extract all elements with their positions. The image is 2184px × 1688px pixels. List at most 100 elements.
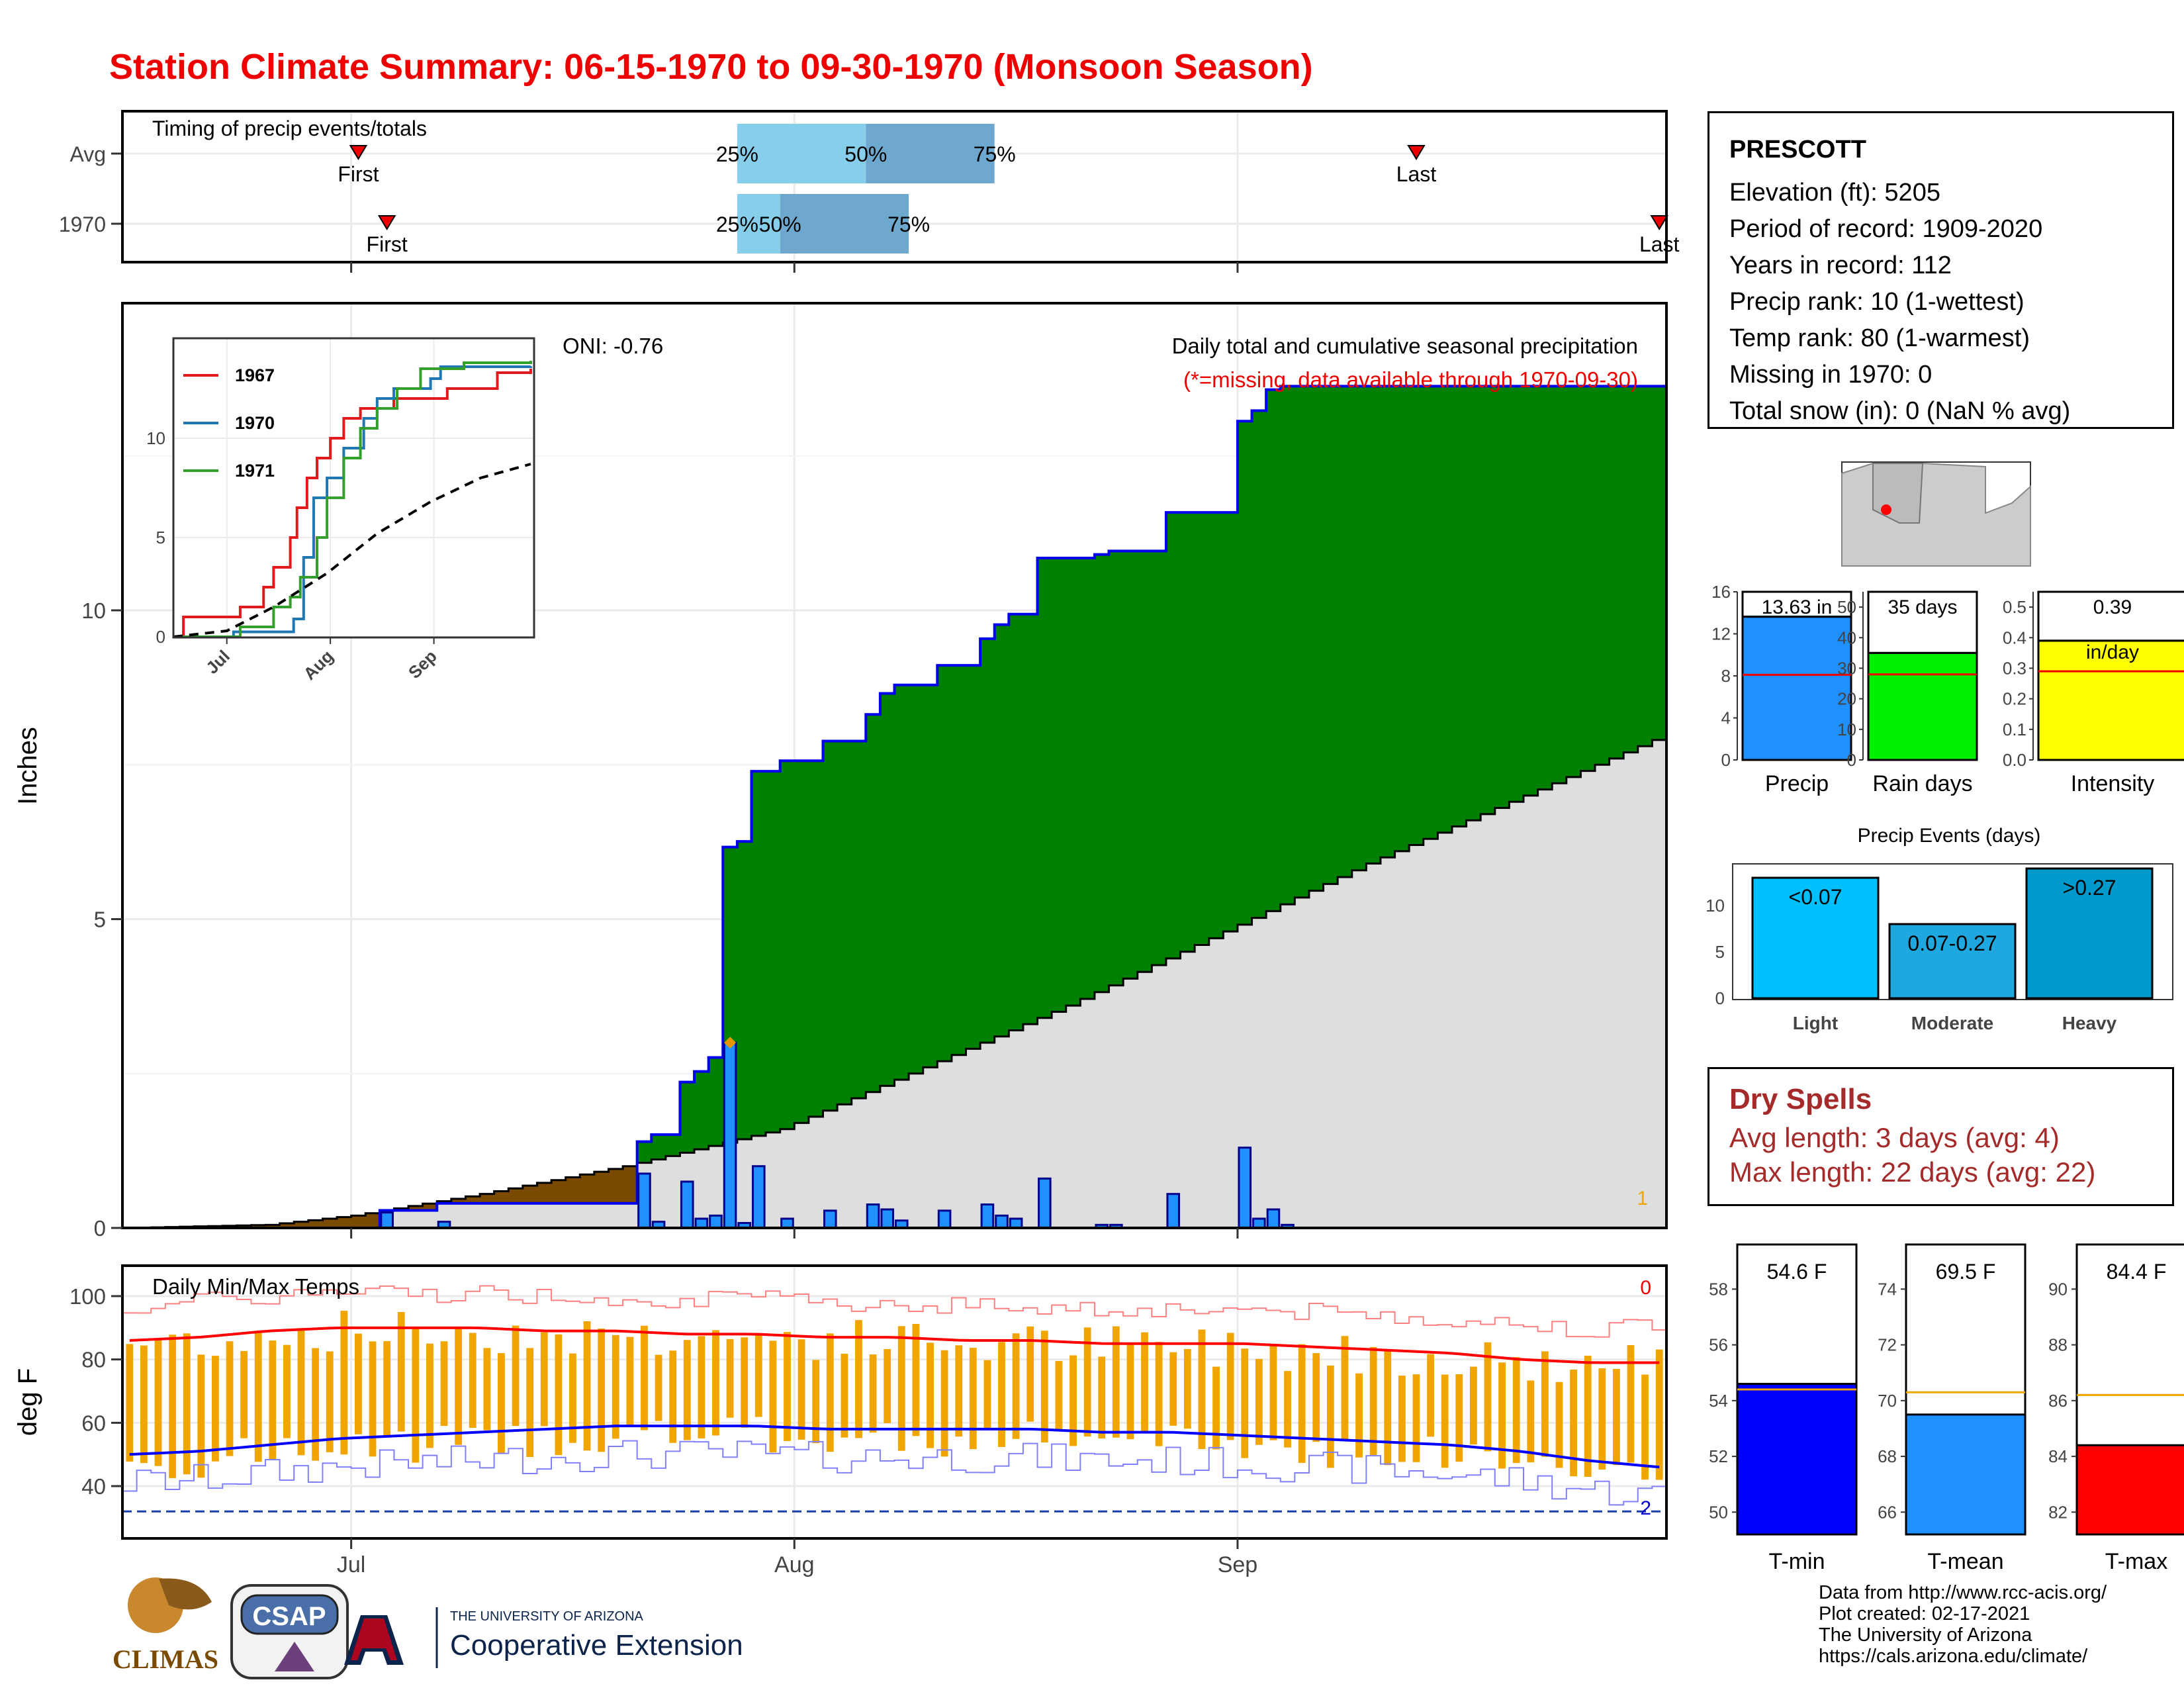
events-bar-label: <0.07 [1789,885,1843,909]
daily-temp-bar [212,1356,219,1462]
daily-temp-bar [1427,1354,1434,1437]
inset-series-line [173,365,532,638]
daily-temp-bar [1326,1365,1334,1468]
cumulative-diff-segment [737,841,752,1139]
cumulative-diff-segment [1523,386,1539,796]
cumulative-diff-segment [308,1220,324,1228]
y-tick-label: 10 [81,598,106,623]
daily-temp-bar [540,1332,548,1427]
daily-temp-bar [655,1354,662,1421]
daily-temp-bar [1384,1349,1392,1466]
events-y-tick: 5 [1715,942,1725,962]
timing-p50-label: 50% [759,212,801,236]
daily-temp-bar [1198,1329,1206,1449]
daily-temp-bar [1584,1356,1592,1477]
mini-chart-tick: 0.3 [2003,658,2026,678]
mini-chart-tick: 0.2 [2003,689,2026,709]
info-snow: Total snow (in): 0 (NaN % avg) [1729,397,2071,425]
daily-temp-bar [383,1340,391,1436]
cumulative-diff-segment [923,684,938,1068]
daily-temp-bar [741,1337,749,1428]
cumulative-diff-segment [1280,386,1295,905]
daily-temp-bar [1570,1369,1577,1477]
temp-mini-label: T-min [1769,1549,1825,1574]
info-elevation: Elevation (ft): 5205 [1729,179,1940,207]
timing-marker-label: Last [1396,162,1437,186]
daily-temp-bar [1312,1353,1320,1442]
daily-temp-bar [1598,1368,1606,1470]
cumulative-diff-segment [1451,386,1467,827]
cumulative-diff-segment [1409,386,1424,845]
cumulative-diff-segment [1180,512,1195,952]
daily-temp-bar [1098,1356,1106,1439]
cumulative-diff-segment [465,1196,480,1203]
temp-mini-tick: 58 [1709,1279,1728,1299]
cumulative-diff-segment [1109,551,1124,986]
cumulative-diff-segment [880,693,895,1086]
cumulative-diff-segment [1338,386,1353,878]
cumulative-diff-segment [1323,386,1338,884]
csap-logo-text: CSAP [252,1602,326,1631]
daily-temp-bar [812,1360,820,1444]
mini-chart-top-box [2037,590,2184,642]
cumulative-diff-segment [851,741,866,1099]
cumulative-diff-segment [1351,386,1367,870]
temp-mini-value: 69.5 F [1936,1260,1996,1284]
daily-temp-bar [841,1354,848,1438]
cumulative-diff-segment [623,1166,638,1203]
cumulative-diff-segment [951,665,967,1055]
temp-mini-tick: 52 [1709,1446,1728,1466]
daily-temp-bar [869,1354,877,1433]
mini-chart-unit: in/day [2086,641,2139,663]
inset-series-line [173,369,532,638]
events-y-tick: 10 [1706,896,1725,915]
daily-temp-bar [912,1324,920,1436]
daily-temp-bar [897,1326,905,1451]
cumulative-diff-segment [866,714,881,1092]
daily-temp-bar [927,1342,934,1448]
events-category: Moderate [1911,1013,1993,1033]
daily-temp-bar [1284,1371,1291,1448]
temp-count-top: 0 [1640,1277,1651,1299]
temp-mini-tick: 66 [1878,1502,1897,1522]
max-precip-marker-icon [724,1037,737,1049]
temp-mini-tick: 70 [1878,1391,1897,1411]
daily-temp-bar [355,1333,362,1434]
daily-temp-bar [784,1332,791,1441]
temp-mini-bar [1905,1413,2026,1536]
y-tick-label: 60 [81,1411,106,1435]
temp-mini-tick: 86 [2048,1391,2068,1411]
precip-y-axis-label: Inches [13,727,42,805]
dry-spells-title: Dry Spells [1729,1083,1872,1115]
cumulative-1970-line [122,385,1666,1229]
daily-temp-bar [955,1345,963,1437]
temp-mini-tick: 74 [1878,1279,1897,1299]
daily-precip-bar [751,1165,766,1229]
temp-panel-border [121,1264,1668,1540]
mini-chart-tick: 0 [1847,750,1856,770]
precip-caption: Daily total and cumulative seasonal prec… [1172,334,1638,358]
cumulative-diff-segment [594,1172,610,1203]
events-bar [1751,876,1880,1000]
daily-temp-bar [983,1360,991,1430]
daily-precip-bar [880,1208,895,1229]
daily-temp-bar [940,1350,948,1457]
cumulative-diff-segment [651,1135,666,1160]
cumulative-diff-segment [1594,386,1610,765]
cumulative-diff-segment [494,1191,509,1203]
daily-temp-bar [1169,1352,1177,1426]
cumulative-diff-segment [294,1221,309,1228]
timing-p25-label: 25% [716,142,758,166]
timing-marker-icon [349,145,368,160]
daily-temp-bar [884,1348,891,1423]
timing-p50-label: 50% [844,142,887,166]
timing-marker-icon [377,215,396,230]
daily-temp-bar [1069,1355,1077,1446]
inset-legend-label: 1971 [235,461,275,481]
info-precip-rank: Precip rank: 10 (1-wettest) [1729,288,2025,316]
inset-y-tick: 5 [156,528,165,547]
mini-chart-value: 0.39 [2093,596,2132,618]
cumulative-diff-segment [1195,512,1210,945]
cumulative-diff-segment [751,771,766,1136]
